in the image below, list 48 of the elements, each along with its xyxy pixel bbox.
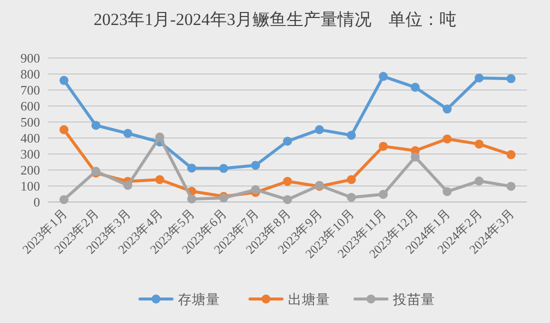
point — [123, 180, 132, 190]
point — [91, 120, 100, 130]
point — [410, 152, 420, 162]
point — [506, 150, 516, 160]
point — [378, 142, 388, 151]
point — [506, 182, 516, 191]
y-tick-label: 700 — [20, 82, 40, 98]
point — [410, 82, 420, 92]
point — [187, 164, 196, 173]
point — [187, 194, 196, 204]
legend-label: 出塘量 — [288, 292, 330, 307]
chart-title: 2023年1月-2024年3月鳜鱼生产量情况 单位：吨 — [94, 10, 456, 29]
point — [474, 140, 484, 149]
point — [442, 104, 452, 114]
y-tick-label: 800 — [20, 66, 40, 82]
y-tick-label: 200 — [20, 162, 40, 178]
point — [59, 76, 68, 85]
point — [346, 130, 356, 140]
y-tick-label: 600 — [20, 98, 40, 114]
point — [123, 128, 132, 138]
point — [378, 72, 388, 81]
point — [346, 175, 356, 184]
point — [474, 176, 484, 186]
point — [59, 195, 68, 204]
point — [251, 160, 260, 170]
point — [283, 176, 292, 186]
y-tick-label: 500 — [20, 114, 40, 130]
y-tick-label: 900 — [20, 50, 40, 66]
y-tick-label: 400 — [20, 130, 40, 146]
point — [283, 195, 292, 204]
point — [155, 132, 164, 142]
legend-label: 投苗量 — [392, 292, 435, 307]
point — [346, 192, 356, 202]
point — [251, 185, 260, 194]
point — [283, 136, 292, 146]
y-tick-label: 300 — [20, 146, 40, 162]
point — [219, 164, 228, 173]
legend-label: 存塘量 — [178, 292, 220, 307]
y-tick-label: 100 — [20, 178, 40, 194]
point — [314, 125, 324, 134]
point — [155, 175, 164, 184]
point — [442, 134, 452, 144]
point — [506, 74, 516, 84]
y-tick-label: 0 — [34, 194, 40, 210]
point — [474, 74, 484, 82]
point — [59, 125, 68, 134]
point — [378, 190, 388, 199]
point — [442, 187, 452, 196]
